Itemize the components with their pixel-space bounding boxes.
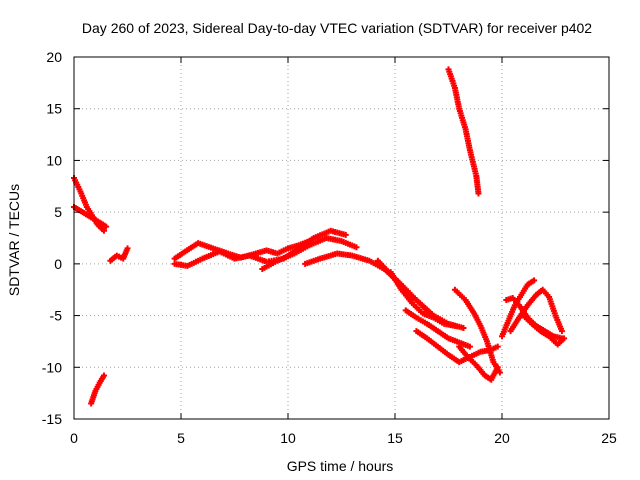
x-tick-label: 15 [387,430,403,446]
data-point [100,372,107,379]
grid [74,57,609,419]
series-arc-k [402,307,473,350]
series-arc-j [387,269,458,329]
y-tick-label: 15 [46,101,62,117]
x-tick-label: 0 [70,430,78,446]
series-arc-o [445,66,482,197]
y-tick-label: 20 [46,49,62,65]
x-tick-label: 20 [494,430,510,446]
series-arc-n [456,343,501,383]
series-arc-s [520,312,568,348]
x-axis-label: GPS time / hours [287,458,394,474]
data-point [460,324,467,331]
axis-ticks: 0 5 10 15 20 25 -15 -10 -5 0 5 10 15 20 [42,49,617,446]
y-tick-label: -10 [42,359,62,375]
data-point [558,328,565,335]
series-arc-r [507,286,565,335]
plot-frame [73,56,610,420]
data-point [496,369,503,376]
data-point [466,343,473,350]
data-point [494,343,501,350]
series-arc-d [107,245,131,264]
y-tick-label: -15 [42,411,62,427]
chart-title: Day 260 of 2023, Sidereal Day-to-day VTE… [82,20,592,36]
y-axis-label: SDTVAR / TECUs [6,184,22,296]
data-points [71,66,568,407]
series-arc-g [259,235,360,273]
y-tick-label: 0 [54,256,62,272]
data-point [531,277,538,284]
y-tick-label: 10 [46,152,62,168]
data-point [561,335,568,342]
data-point [100,227,107,234]
data-point [475,190,482,197]
x-tick-label: 25 [601,430,617,446]
data-point [103,223,110,230]
data-point [353,244,360,251]
y-tick-label: 5 [54,204,62,220]
data-point [494,364,501,371]
series-arc-c [88,372,107,407]
x-tick-label: 5 [177,430,185,446]
x-tick-label: 10 [280,430,296,446]
data-point [124,245,131,252]
data-point [342,231,349,238]
y-tick-label: -5 [50,308,63,324]
series-arc-m [451,286,503,376]
data-point [451,322,458,329]
